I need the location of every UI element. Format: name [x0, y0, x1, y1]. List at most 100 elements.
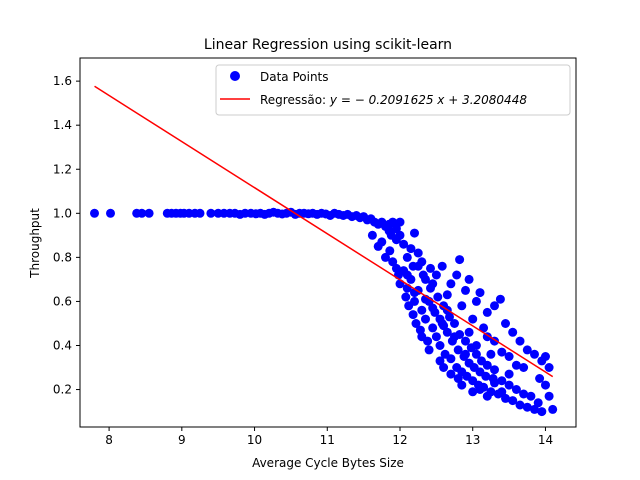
legend-line-label-equation: y = − 0.2091625 x + 3.2080448: [329, 93, 527, 107]
data-point: [442, 327, 452, 337]
data-point: [497, 376, 507, 386]
data-point: [437, 261, 447, 271]
data-point: [464, 274, 474, 284]
data-point: [497, 347, 507, 357]
data-point: [413, 261, 423, 271]
data-point: [464, 327, 474, 337]
data-point: [90, 208, 99, 218]
data-point: [526, 391, 536, 401]
data-point: [541, 352, 550, 361]
data-point: [530, 349, 539, 359]
data-point: [468, 387, 478, 397]
y-axis-label: Throughput: [28, 208, 42, 279]
data-point: [395, 217, 405, 227]
x-axis-label: Average Cycle Bytes Size: [252, 456, 404, 470]
data-point: [424, 345, 434, 355]
legend: Data Points Regressão: y = − 0.2091625 x…: [215, 64, 571, 116]
data-point: [442, 290, 452, 300]
data-point: [411, 319, 421, 328]
data-point: [486, 349, 496, 359]
data-point: [490, 301, 499, 311]
data-point: [519, 389, 529, 399]
data-point: [410, 228, 419, 238]
legend-line-label: Regressão: y = − 0.2091625 x + 3.2080448: [260, 93, 527, 107]
data-point: [471, 296, 481, 306]
y-tick-label: 1.6: [53, 74, 72, 88]
data-point: [522, 402, 532, 412]
data-point: [417, 305, 427, 315]
data-point: [439, 363, 449, 372]
data-point: [206, 208, 216, 218]
data-point: [410, 296, 419, 306]
data-point: [461, 349, 470, 359]
data-point: [426, 263, 435, 273]
data-point: [408, 310, 418, 320]
data-point: [406, 244, 416, 254]
data-point: [497, 387, 507, 397]
data-point: [461, 285, 470, 295]
x-tick-label: 9: [178, 433, 186, 447]
data-point: [435, 356, 445, 366]
data-point: [471, 341, 481, 350]
data-point: [468, 314, 478, 324]
data-point: [377, 237, 387, 247]
data-point: [402, 270, 412, 280]
data-point: [453, 374, 463, 383]
data-point: [501, 319, 510, 328]
data-point: [533, 398, 543, 408]
data-point: [490, 378, 499, 388]
data-point: [384, 226, 394, 236]
data-point: [439, 321, 449, 331]
data-point: [385, 246, 395, 256]
data-point: [431, 332, 441, 342]
y-tick-label: 0.8: [53, 250, 72, 264]
y-tick-label: 0.2: [53, 383, 72, 397]
data-point: [457, 301, 467, 311]
data-point: [455, 255, 465, 265]
data-point: [431, 270, 441, 280]
data-point: [511, 360, 521, 370]
data-point: [495, 294, 505, 304]
data-point: [519, 363, 529, 372]
data-point: [381, 252, 390, 262]
data-point: [544, 391, 554, 401]
x-tick-label: 12: [392, 433, 407, 447]
data-point: [504, 369, 514, 379]
data-point: [388, 217, 398, 227]
regression-line: [94, 85, 554, 378]
x-tick-label: 14: [538, 433, 553, 447]
data-point: [482, 360, 492, 370]
data-point: [508, 396, 518, 406]
axes-frame: [79, 57, 577, 428]
data-point: [490, 365, 499, 375]
data-point: [402, 252, 412, 262]
x-tick-label: 8: [105, 433, 113, 447]
data-point: [544, 363, 554, 372]
data-point: [501, 393, 510, 403]
data-point: [482, 307, 492, 317]
data-point: [471, 349, 481, 359]
data-point: [504, 352, 514, 361]
data-point: [428, 323, 438, 333]
data-point: [482, 391, 492, 401]
data-point: [435, 341, 445, 350]
data-point: [417, 332, 427, 342]
chart-title: Linear Regression using scikit-learn: [204, 37, 452, 53]
data-point: [391, 224, 401, 234]
data-point: [515, 400, 525, 410]
data-point: [479, 323, 489, 333]
data-point: [195, 208, 205, 218]
legend-scatter-label: Data Points: [260, 70, 329, 84]
data-point: [461, 336, 470, 346]
data-point: [433, 292, 443, 302]
plot-area: 8 9 10 11 12 13 14 0.2 0.4 0.6 0.8 1.0 1.2 1.4 1.6: [53, 57, 577, 447]
y-tick-label: 1.4: [53, 118, 72, 132]
data-point: [446, 354, 456, 364]
data-point: [535, 374, 545, 383]
data-point: [401, 292, 411, 302]
data-point: [452, 270, 462, 280]
y-tick-label: 0.6: [53, 294, 72, 308]
data-point: [457, 380, 467, 390]
data-point: [435, 314, 445, 324]
